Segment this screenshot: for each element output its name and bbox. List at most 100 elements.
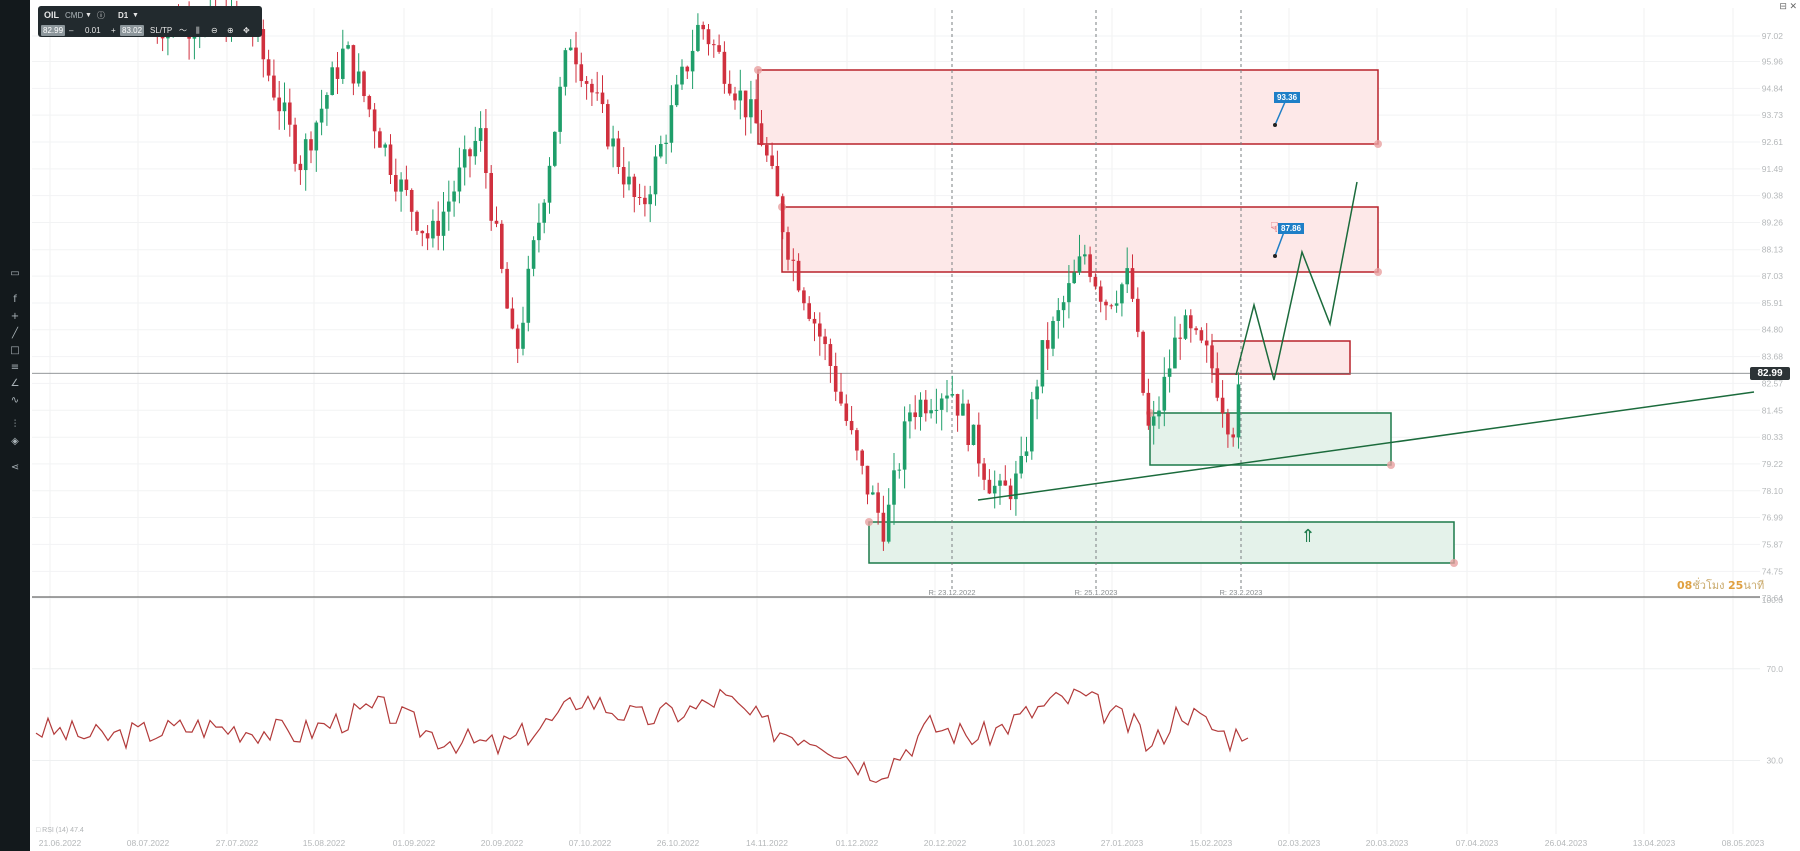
brush-icon[interactable]: ∠	[10, 378, 20, 389]
candle	[378, 127, 382, 148]
chart-type-icon[interactable]: ▭	[10, 268, 20, 279]
lot-increase-button[interactable]: +	[111, 26, 116, 35]
candle	[489, 165, 493, 231]
upper-target-flag[interactable]: 93.36	[1274, 92, 1301, 103]
function-icon[interactable]: f	[13, 294, 17, 305]
sltp-button[interactable]: SL/TP	[150, 26, 173, 35]
candle	[775, 150, 780, 197]
line-chart-icon[interactable]: 〜	[179, 26, 187, 35]
candle	[261, 19, 266, 78]
lot-decrease-button[interactable]: –	[69, 26, 74, 35]
timeframe-select[interactable]: D1	[118, 11, 129, 20]
candle	[303, 133, 308, 191]
candle	[828, 338, 833, 383]
candle	[293, 117, 297, 172]
candle	[346, 41, 350, 50]
symbol-label[interactable]: OIL	[44, 10, 59, 20]
layers-icon[interactable]: ◈	[11, 436, 19, 447]
timeframe-chevron-icon[interactable]: ▼	[132, 12, 139, 19]
buy-price-button[interactable]: 83.02	[120, 25, 145, 36]
candle	[892, 453, 896, 525]
candle	[632, 173, 637, 213]
candle	[553, 131, 557, 168]
lot-size-input[interactable]: 0.01	[85, 26, 101, 35]
info-icon[interactable]: ⓘ	[97, 11, 105, 20]
zone-handle[interactable]	[865, 518, 873, 526]
zone-handle[interactable]	[1450, 559, 1458, 567]
support-zone-middle[interactable]	[1149, 412, 1392, 466]
move-icon[interactable]: ✥	[243, 26, 250, 35]
lower-target-flag[interactable]: 87.86	[1278, 223, 1305, 234]
pattern-icon[interactable]: ∿	[10, 395, 20, 406]
candle	[1019, 436, 1023, 479]
chevron-down-icon[interactable]: ▼	[85, 12, 92, 19]
candle	[1146, 378, 1151, 430]
candle	[335, 52, 340, 95]
time-axis-label: 20.03.2023	[1366, 838, 1409, 848]
price-axis-label: 88.13	[1762, 245, 1784, 255]
crosshair-icon[interactable]: +	[10, 311, 20, 322]
price-axis-label: 78.10	[1762, 486, 1784, 496]
sell-price-button[interactable]: 82.99	[41, 25, 66, 36]
left-toolbar: ▭ f + ╱ □ ≡ ∠ ∿ ⫶ ◈ ⋖	[0, 0, 30, 851]
time-axis-label: 13.04.2023	[1633, 838, 1676, 848]
candle	[961, 389, 965, 416]
candle	[1173, 316, 1177, 369]
candle	[510, 297, 515, 330]
candle	[404, 165, 409, 196]
trendline[interactable]	[977, 391, 1755, 501]
lower-flag-anchor[interactable]	[1273, 254, 1277, 258]
share-icon[interactable]: ⋖	[10, 462, 20, 473]
close-icon[interactable]: ⊟ ✕	[1779, 1, 1797, 11]
candle	[394, 158, 398, 202]
fibonacci-icon[interactable]: ≡	[10, 362, 20, 373]
candle	[494, 206, 499, 228]
price-axis-label: 75.87	[1762, 539, 1784, 549]
candle	[478, 111, 483, 152]
projection-path[interactable]	[1235, 181, 1358, 381]
price-axis-label: 83.68	[1762, 352, 1784, 362]
resistance-zone-upper[interactable]	[757, 69, 1379, 145]
candle	[420, 230, 425, 247]
candle	[1130, 254, 1135, 303]
candle	[325, 92, 329, 126]
candle	[537, 203, 541, 253]
candle	[372, 103, 377, 149]
candles-icon[interactable]: ⫼	[196, 26, 200, 35]
candle	[462, 135, 467, 186]
upper-flag-anchor[interactable]	[1273, 123, 1277, 127]
candle	[934, 388, 939, 424]
candle	[833, 352, 838, 402]
candle	[319, 89, 324, 136]
category-label[interactable]: CMD	[65, 11, 84, 20]
up-arrow-icon: ⇑	[1300, 526, 1315, 547]
candle	[1178, 323, 1182, 360]
line-tool-icon[interactable]: ╱	[11, 328, 19, 339]
candle	[1109, 303, 1114, 310]
support-zone-lower[interactable]	[868, 521, 1455, 564]
candle	[356, 53, 361, 87]
price-axis-label: 81.45	[1762, 405, 1784, 415]
candle	[765, 137, 769, 162]
candle	[606, 99, 610, 150]
zoom-in-icon[interactable]: ⊕	[227, 26, 234, 35]
candle	[351, 44, 356, 96]
candle	[367, 94, 372, 118]
candle	[706, 23, 711, 56]
candle	[600, 75, 605, 113]
zoom-out-icon[interactable]: ⊖	[211, 26, 218, 35]
candle	[1061, 295, 1066, 328]
candle	[659, 135, 663, 159]
zone-handle[interactable]	[1374, 140, 1382, 148]
candle	[1072, 259, 1076, 285]
zone-handle[interactable]	[1387, 461, 1395, 469]
candle	[945, 379, 949, 413]
indicators-icon[interactable]: ⫶	[13, 419, 17, 430]
zone-handle[interactable]	[1374, 268, 1382, 276]
time-axis-label: 21.06.2022	[39, 838, 82, 848]
rectangle-tool-icon[interactable]: □	[10, 345, 20, 356]
candle	[266, 49, 271, 82]
candle	[330, 61, 334, 96]
zone-handle[interactable]	[754, 66, 762, 74]
